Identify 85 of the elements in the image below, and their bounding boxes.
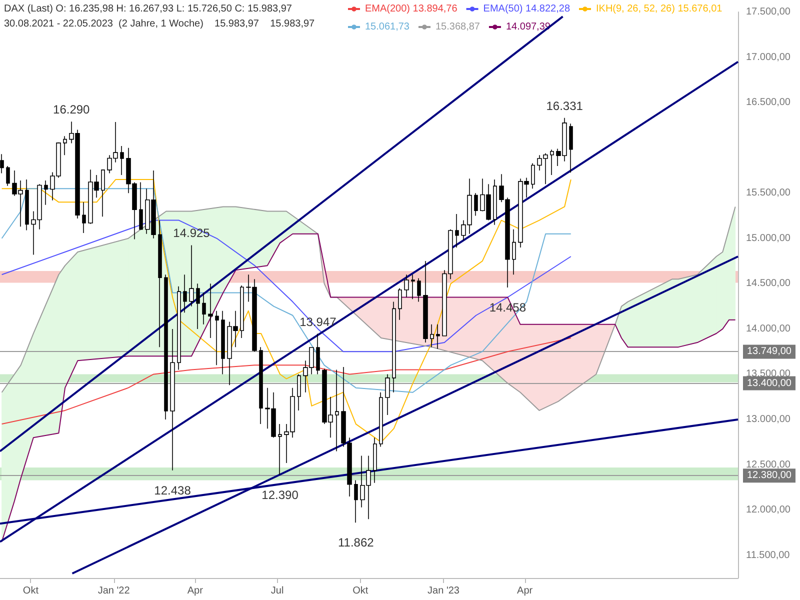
candlestick <box>569 123 573 174</box>
y-tick-label: 16.500,00 <box>746 97 791 108</box>
candlestick <box>385 374 390 416</box>
annotation: 12.438 <box>154 483 192 498</box>
candlestick <box>208 283 213 338</box>
x-tick-label: Okt <box>22 586 39 596</box>
y-tick-label: 11.500,00 <box>746 550 790 561</box>
candlestick <box>189 244 194 307</box>
candlestick <box>335 369 339 452</box>
candlestick <box>398 288 402 320</box>
candlestick <box>221 310 225 375</box>
annotation: 12.390 <box>262 488 299 502</box>
x-tick-label: Apr <box>517 586 534 596</box>
x-tick-label: Apr <box>187 586 204 596</box>
line-series <box>1 179 572 443</box>
y-tick-label: 13.000,00 <box>746 414 791 426</box>
y-tick-label: 13.500,00 <box>746 368 791 380</box>
candlestick <box>550 149 554 176</box>
candlestick <box>101 169 105 218</box>
candlestick <box>417 278 421 302</box>
line-series <box>1 188 572 393</box>
x-tick-label: Jul <box>270 586 284 596</box>
candlestick <box>436 324 440 350</box>
annotation: 16.290 <box>53 102 90 117</box>
x-tick-label: Jan '23 <box>428 586 460 596</box>
legend-label: 15.368,87 <box>435 22 480 32</box>
candlestick <box>423 260 428 343</box>
candlestick <box>379 392 383 448</box>
candlestick <box>373 437 377 484</box>
legend-label: EMA(50) 14.822,28 <box>483 4 570 14</box>
candlestick <box>202 292 206 325</box>
candlestick <box>177 286 181 370</box>
ref-line-label: 12.380,00 <box>747 470 792 482</box>
candlestick <box>215 310 219 366</box>
candlestick <box>240 285 244 338</box>
y-tick-label: 17.500,00 <box>746 6 791 18</box>
ref-line-label: 13.749,00 <box>747 346 792 358</box>
line-series <box>1 220 572 352</box>
candlestick <box>158 220 162 348</box>
y-tick-label: 15.000,00 <box>746 232 791 244</box>
candlestick <box>0 154 4 174</box>
candlestick <box>25 179 29 231</box>
y-tick-label: 17.000,00 <box>746 52 791 63</box>
y-tick-label: 14.000,00 <box>746 323 791 334</box>
candlestick <box>278 424 282 476</box>
y-tick-label: 12.000,00 <box>746 504 791 516</box>
candlestick <box>183 274 187 314</box>
y-tick-label: 15.500,00 <box>746 188 791 199</box>
legend-label: 15.061,73 <box>365 22 410 32</box>
legend-label: EMA(200) 13.894,76 <box>365 4 458 14</box>
annotation: 16.331 <box>546 98 584 113</box>
candlestick <box>297 374 301 411</box>
candlestick <box>430 324 434 348</box>
candlestick <box>164 274 168 420</box>
candlestick <box>411 274 415 300</box>
candlestick <box>531 162 535 189</box>
candlestick <box>404 274 409 298</box>
candlestick <box>474 192 478 216</box>
line-series <box>1 338 572 425</box>
line-series <box>1 206 736 411</box>
y-tick-label: 14.500,00 <box>746 278 791 290</box>
text: 30.08.2021 - 22.05.2023 (2 Jahre, 1 Woche) 15.983,97 15.983,97 <box>4 18 315 30</box>
candlestick <box>120 146 124 176</box>
candlestick <box>259 346 263 424</box>
x-tick-label: Jan '22 <box>98 586 130 596</box>
annotation: 14.925 <box>173 226 210 240</box>
candlestick <box>82 202 86 234</box>
y-tick-label: 12.500,00 <box>746 459 791 470</box>
annotation: 11.862 <box>338 536 374 550</box>
legend-label: IKH(9, 26, 52, 26) 15.676,01 <box>596 4 723 14</box>
candlestick <box>44 180 48 206</box>
candlestick <box>6 166 10 186</box>
candlestick <box>316 333 320 375</box>
candlestick <box>354 480 358 523</box>
candlestick <box>63 136 67 156</box>
candlestick <box>493 179 497 226</box>
candlestick <box>170 328 175 471</box>
candlestick <box>455 214 459 248</box>
candlestick <box>392 301 396 393</box>
annotation: DAX (Last) O: 16.235,98 H: 16.267,93 L: 15.726,50 C: 15.983,97 <box>4 4 292 14</box>
ref-line-label: 13.400,00 <box>747 378 792 389</box>
x-tick-label: Okt <box>352 586 368 596</box>
candlestick <box>512 228 516 276</box>
candlestick <box>196 283 200 330</box>
candlestick <box>139 182 143 230</box>
